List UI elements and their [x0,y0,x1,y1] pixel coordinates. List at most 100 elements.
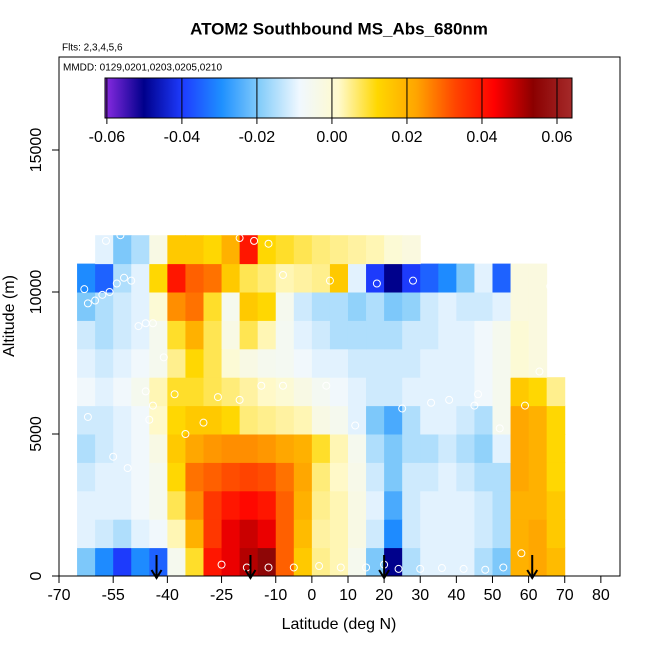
heat-cell [131,292,150,321]
x-tick-label: -25 [210,587,233,604]
heat-cell [420,377,439,407]
heat-cell [113,348,132,378]
sample-point [351,421,360,430]
sample-point [148,319,157,328]
heat-cell [167,434,186,463]
heat-cell [546,462,566,492]
heat-cell [239,263,259,293]
heat-cell [510,547,530,576]
heat-cell [239,547,259,576]
heat-cell [456,547,475,576]
heat-cell [257,405,277,435]
sample-point [80,285,89,294]
sample-point [217,560,226,569]
heat-cell [402,405,421,435]
heat-cell [95,263,114,293]
heat-cell [257,263,277,293]
sample-point [98,290,107,299]
heat-cell [311,405,331,435]
sample-point [517,549,526,558]
heat-cell [77,519,96,549]
heat-cell [347,490,367,520]
heat-cell [149,348,168,378]
heat-cell [95,235,114,265]
heat-cell [239,320,259,350]
heat-cell [239,490,259,520]
sample-point [83,299,92,308]
heat-cell [510,263,530,293]
heat-cell [257,348,277,378]
heat-cell [384,519,403,549]
heat-cell [329,490,349,520]
heat-cell [456,405,475,435]
heat-cell [347,263,367,293]
heat-cell [221,348,241,378]
x-tick-label: 60 [520,587,538,604]
x-tick-label: 70 [556,587,574,604]
arrow [526,555,539,580]
heat-cell [402,490,421,520]
heat-cell [456,348,475,378]
heat-cell [420,405,439,435]
heat-cell [474,519,493,549]
heat-cell [347,320,367,350]
heat-cell [221,462,241,492]
heat-cell [402,519,421,549]
heat-cell [456,320,475,350]
heat-cell [257,490,277,520]
x-tick-label: -40 [156,587,179,604]
heat-cell [293,320,313,350]
heat-cell [438,292,457,321]
heat-cell [203,490,223,520]
heat-cell [221,434,241,463]
colorbar-tick-label: 0.04 [466,129,497,146]
heat-cell [257,462,277,492]
heat-cell [257,292,277,321]
heat-cell [239,462,259,492]
sample-point [289,563,298,572]
heat-cell [167,320,186,350]
heat-cell [456,490,475,520]
y-tick-label: 15000 [28,128,45,173]
sample-point [120,273,129,282]
heat-cell [528,547,548,576]
heat-cell [492,405,512,435]
heat-cell [275,235,295,265]
heat-cell [402,292,421,321]
heat-cell [239,405,259,435]
heat-cell [546,547,566,576]
heat-cell [113,519,132,549]
heat-cell [131,405,150,435]
heat-cell [113,462,132,492]
heat-cell [203,235,223,265]
heat-cell [131,235,150,265]
heat-cell [293,462,313,492]
sample-point [127,276,136,285]
heat-cell [366,547,385,576]
heat-cell [474,490,493,520]
arrow-head [244,569,257,580]
y-axis-label: Altitude (m) [1,275,18,357]
sample-point [499,563,508,572]
heat-cell [77,320,96,350]
heat-cell [131,377,150,407]
heat-cell [510,405,530,435]
sample-point [336,563,345,572]
heat-cell [95,490,114,520]
colorbar-tick-label: 0.00 [316,129,347,146]
heat-cell [438,547,457,576]
heat-cell [528,292,548,321]
heat-cell [329,434,349,463]
heat-cell [438,462,457,492]
heat-cell [366,462,385,492]
heat-cell [546,519,566,549]
heat-cell [329,235,349,265]
heat-cell [275,519,295,549]
heat-cell [113,547,132,576]
heat-cell [438,434,457,463]
heat-cell [95,348,114,378]
heat-cell [510,377,530,407]
heat-cell [239,235,259,265]
heat-cell [438,519,457,549]
x-tick-label: 10 [339,587,357,604]
